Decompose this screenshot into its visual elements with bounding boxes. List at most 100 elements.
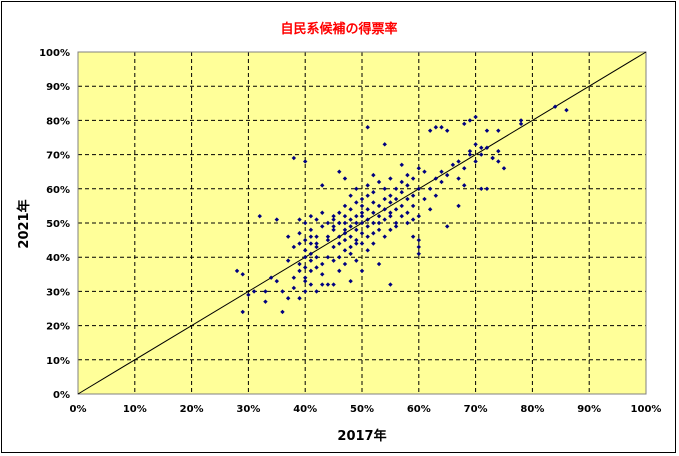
data-point (365, 125, 370, 130)
data-point (337, 234, 342, 239)
data-point (314, 289, 319, 294)
x-tick-label: 90% (577, 404, 601, 415)
x-tick-label: 40% (293, 404, 317, 415)
data-point (445, 224, 450, 229)
x-tick-label: 100% (631, 404, 662, 415)
data-point (393, 224, 399, 229)
data-point (314, 217, 319, 222)
data-point (342, 248, 348, 253)
data-point (416, 166, 421, 171)
data-point (518, 121, 524, 127)
data-point (365, 193, 370, 198)
data-point (388, 176, 393, 181)
data-point (354, 227, 359, 233)
data-point (359, 210, 365, 215)
data-point (331, 227, 336, 233)
data-point (348, 217, 353, 222)
plot-border (77, 51, 647, 395)
data-point (291, 275, 297, 280)
data-point (251, 289, 257, 294)
data-point (371, 172, 376, 178)
data-point (314, 255, 319, 260)
data-point (246, 292, 251, 298)
data-point (450, 162, 456, 168)
data-point (354, 237, 359, 243)
data-point (308, 241, 314, 246)
data-point (501, 166, 507, 171)
data-point (359, 213, 365, 219)
data-point (297, 231, 302, 236)
data-points (234, 104, 569, 315)
data-point (382, 186, 387, 191)
data-point (320, 183, 325, 188)
data-point (422, 196, 427, 202)
data-point (354, 213, 359, 219)
data-point (416, 237, 421, 243)
data-point (410, 217, 416, 222)
data-point (462, 166, 467, 171)
data-point (268, 275, 274, 280)
data-point (388, 200, 393, 205)
data-point (376, 220, 382, 226)
data-point (348, 193, 353, 198)
data-point (427, 207, 433, 212)
data-point (314, 241, 319, 246)
data-point (314, 244, 319, 250)
data-point (365, 207, 370, 212)
data-point (456, 159, 461, 164)
data-point (445, 172, 450, 178)
data-point (371, 200, 376, 205)
data-point (274, 278, 279, 284)
data-point (382, 234, 387, 239)
data-point (462, 183, 467, 188)
data-point (405, 210, 410, 215)
data-point (496, 128, 501, 133)
data-point (388, 213, 393, 219)
data-point (337, 169, 342, 174)
data-point (410, 193, 416, 198)
data-point (257, 213, 262, 219)
data-point (359, 196, 365, 202)
data-point (388, 193, 393, 198)
data-point (399, 179, 404, 185)
data-point (416, 244, 421, 250)
data-point (388, 282, 393, 287)
data-point (320, 224, 325, 229)
y-tick-label: 50% (46, 219, 70, 230)
data-point (325, 255, 331, 260)
data-point (376, 261, 382, 267)
data-point (285, 296, 291, 301)
data-point (416, 213, 421, 219)
y-tick-label: 90% (46, 82, 70, 93)
data-point (433, 125, 439, 130)
data-point (382, 142, 387, 147)
data-point (337, 241, 342, 246)
data-point (382, 207, 387, 212)
data-point (291, 244, 297, 250)
data-point (285, 258, 291, 263)
data-point (297, 268, 302, 274)
data-point (320, 272, 325, 277)
data-point (376, 203, 382, 209)
data-point (325, 234, 331, 239)
data-point (473, 142, 478, 147)
data-point (564, 107, 569, 113)
data-point (496, 159, 501, 164)
data-point (342, 261, 348, 267)
data-point (297, 217, 302, 222)
x-tick-label: 50% (350, 404, 374, 415)
x-tick-label: 10% (123, 404, 147, 415)
data-point (473, 114, 478, 120)
data-point (371, 241, 376, 246)
data-point (473, 159, 478, 164)
data-point (331, 244, 336, 250)
data-point (314, 234, 319, 239)
data-point (484, 186, 490, 191)
data-point (405, 196, 410, 202)
data-point (376, 213, 382, 219)
data-point (331, 282, 336, 287)
data-point (337, 268, 342, 274)
data-point (467, 118, 473, 123)
data-point (308, 282, 314, 287)
